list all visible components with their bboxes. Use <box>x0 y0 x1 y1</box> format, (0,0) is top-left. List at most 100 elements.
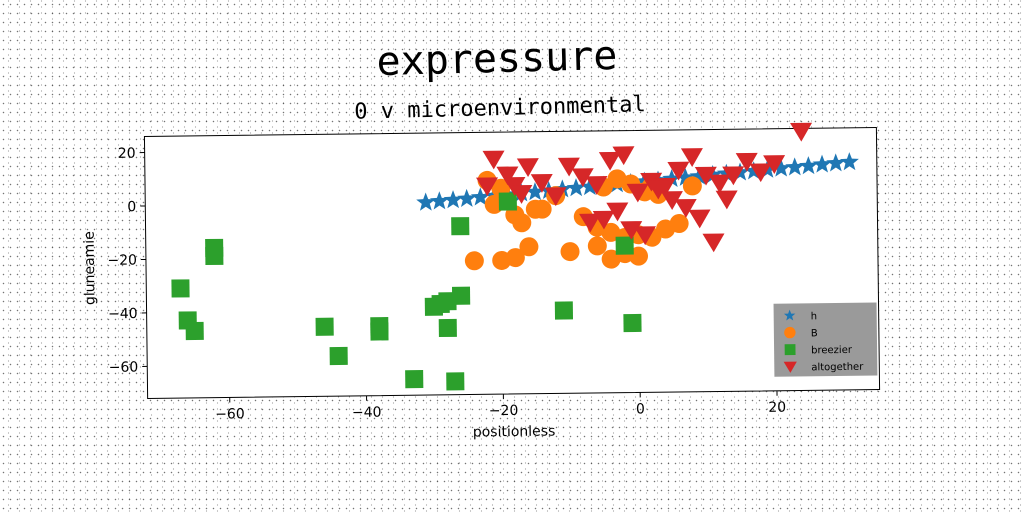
point-altogether <box>715 190 738 210</box>
point-altogether <box>585 176 608 195</box>
point-B <box>464 251 484 271</box>
point-altogether <box>579 213 602 233</box>
point-breezier <box>329 346 348 366</box>
point-B <box>525 199 545 219</box>
point-altogether <box>708 174 731 194</box>
point-altogether <box>496 166 519 186</box>
point-B <box>587 236 607 256</box>
point-altogether <box>749 163 772 183</box>
point-h <box>771 158 791 177</box>
point-altogether <box>482 150 505 170</box>
point-B <box>682 176 702 196</box>
point-altogether <box>598 151 621 171</box>
legend-label: B <box>811 328 818 339</box>
point-altogether <box>674 199 697 218</box>
legend-label: h <box>811 311 817 322</box>
point-breezier <box>451 286 471 305</box>
point-altogether <box>688 209 711 229</box>
point-h <box>826 153 846 172</box>
y-tick-label: −40 <box>108 306 138 322</box>
legend-marker-B <box>784 326 796 339</box>
point-h <box>443 190 463 209</box>
point-breezier <box>171 279 190 298</box>
y-tick-label: 20 <box>118 146 136 162</box>
x-tick-label: 20 <box>768 400 786 416</box>
y-tick-label: −20 <box>107 253 137 269</box>
x-tick-label: 0 <box>636 401 645 417</box>
point-breezier <box>623 313 642 333</box>
legend-label: altogether <box>811 362 864 374</box>
x-tick-label: −60 <box>215 406 245 422</box>
point-h <box>566 178 586 197</box>
point-altogether <box>722 166 745 186</box>
legend-marker-altogether <box>783 361 797 373</box>
point-B <box>669 214 689 234</box>
point-h <box>839 152 859 171</box>
point-altogether <box>633 226 656 246</box>
point-altogether <box>510 184 533 204</box>
point-altogether <box>660 191 683 210</box>
point-h <box>675 167 695 186</box>
point-h <box>689 166 709 185</box>
point-h <box>703 164 723 184</box>
point-altogether <box>694 166 717 186</box>
point-altogether <box>680 148 703 167</box>
y-axis-label: gluneamie <box>82 231 99 305</box>
point-altogether <box>612 146 635 166</box>
point-h <box>812 154 832 173</box>
point-B <box>519 237 539 257</box>
legend-marker-breezier <box>784 344 796 356</box>
x-axis-label: positionless <box>473 423 556 440</box>
point-h <box>457 188 477 208</box>
legend-marker-h <box>783 309 796 321</box>
point-altogether <box>606 202 629 222</box>
point-h <box>416 192 436 211</box>
point-altogether <box>620 221 643 240</box>
legend-label: breezier <box>811 345 853 357</box>
point-breezier <box>438 318 457 338</box>
point-breezier <box>370 322 389 341</box>
point-breezier <box>431 294 450 314</box>
point-altogether <box>571 168 594 188</box>
axes: −60 −40 −20 0 20 20 0 −20 −40 −60 <box>107 146 786 423</box>
point-h <box>525 182 545 201</box>
point-breezier <box>554 301 574 320</box>
x-tick-label: −20 <box>489 403 519 419</box>
point-altogether <box>557 157 580 177</box>
chart-title: expressure <box>376 33 618 85</box>
point-breezier <box>405 370 424 389</box>
point-breezier <box>446 372 465 391</box>
point-altogether <box>667 161 690 181</box>
point-h <box>798 156 818 175</box>
point-altogether <box>516 158 539 178</box>
point-altogether <box>544 187 567 207</box>
point-h <box>429 191 449 210</box>
legend-box <box>773 302 878 377</box>
point-altogether <box>735 152 758 172</box>
data-points <box>171 122 859 391</box>
chart-subtitle: 0 v microenvironmental <box>354 92 646 125</box>
point-breezier <box>498 192 517 211</box>
point-B <box>560 242 580 262</box>
point-h <box>470 187 490 206</box>
point-breezier <box>315 317 334 336</box>
point-altogether <box>530 174 553 193</box>
point-breezier <box>185 321 204 341</box>
point-B <box>505 248 525 268</box>
point-altogether <box>790 122 813 142</box>
point-h <box>580 176 600 196</box>
point-altogether <box>763 155 786 174</box>
point-altogether <box>647 180 670 200</box>
y-tick-label: 0 <box>127 199 136 215</box>
x-tick-label: −40 <box>352 405 382 421</box>
point-B <box>512 213 532 233</box>
y-tick-label: −60 <box>109 359 139 375</box>
point-altogether <box>476 177 499 197</box>
point-breezier <box>451 217 470 236</box>
point-h <box>785 157 805 176</box>
point-altogether <box>626 183 649 203</box>
point-breezier <box>205 246 224 266</box>
point-breezier <box>615 236 634 255</box>
